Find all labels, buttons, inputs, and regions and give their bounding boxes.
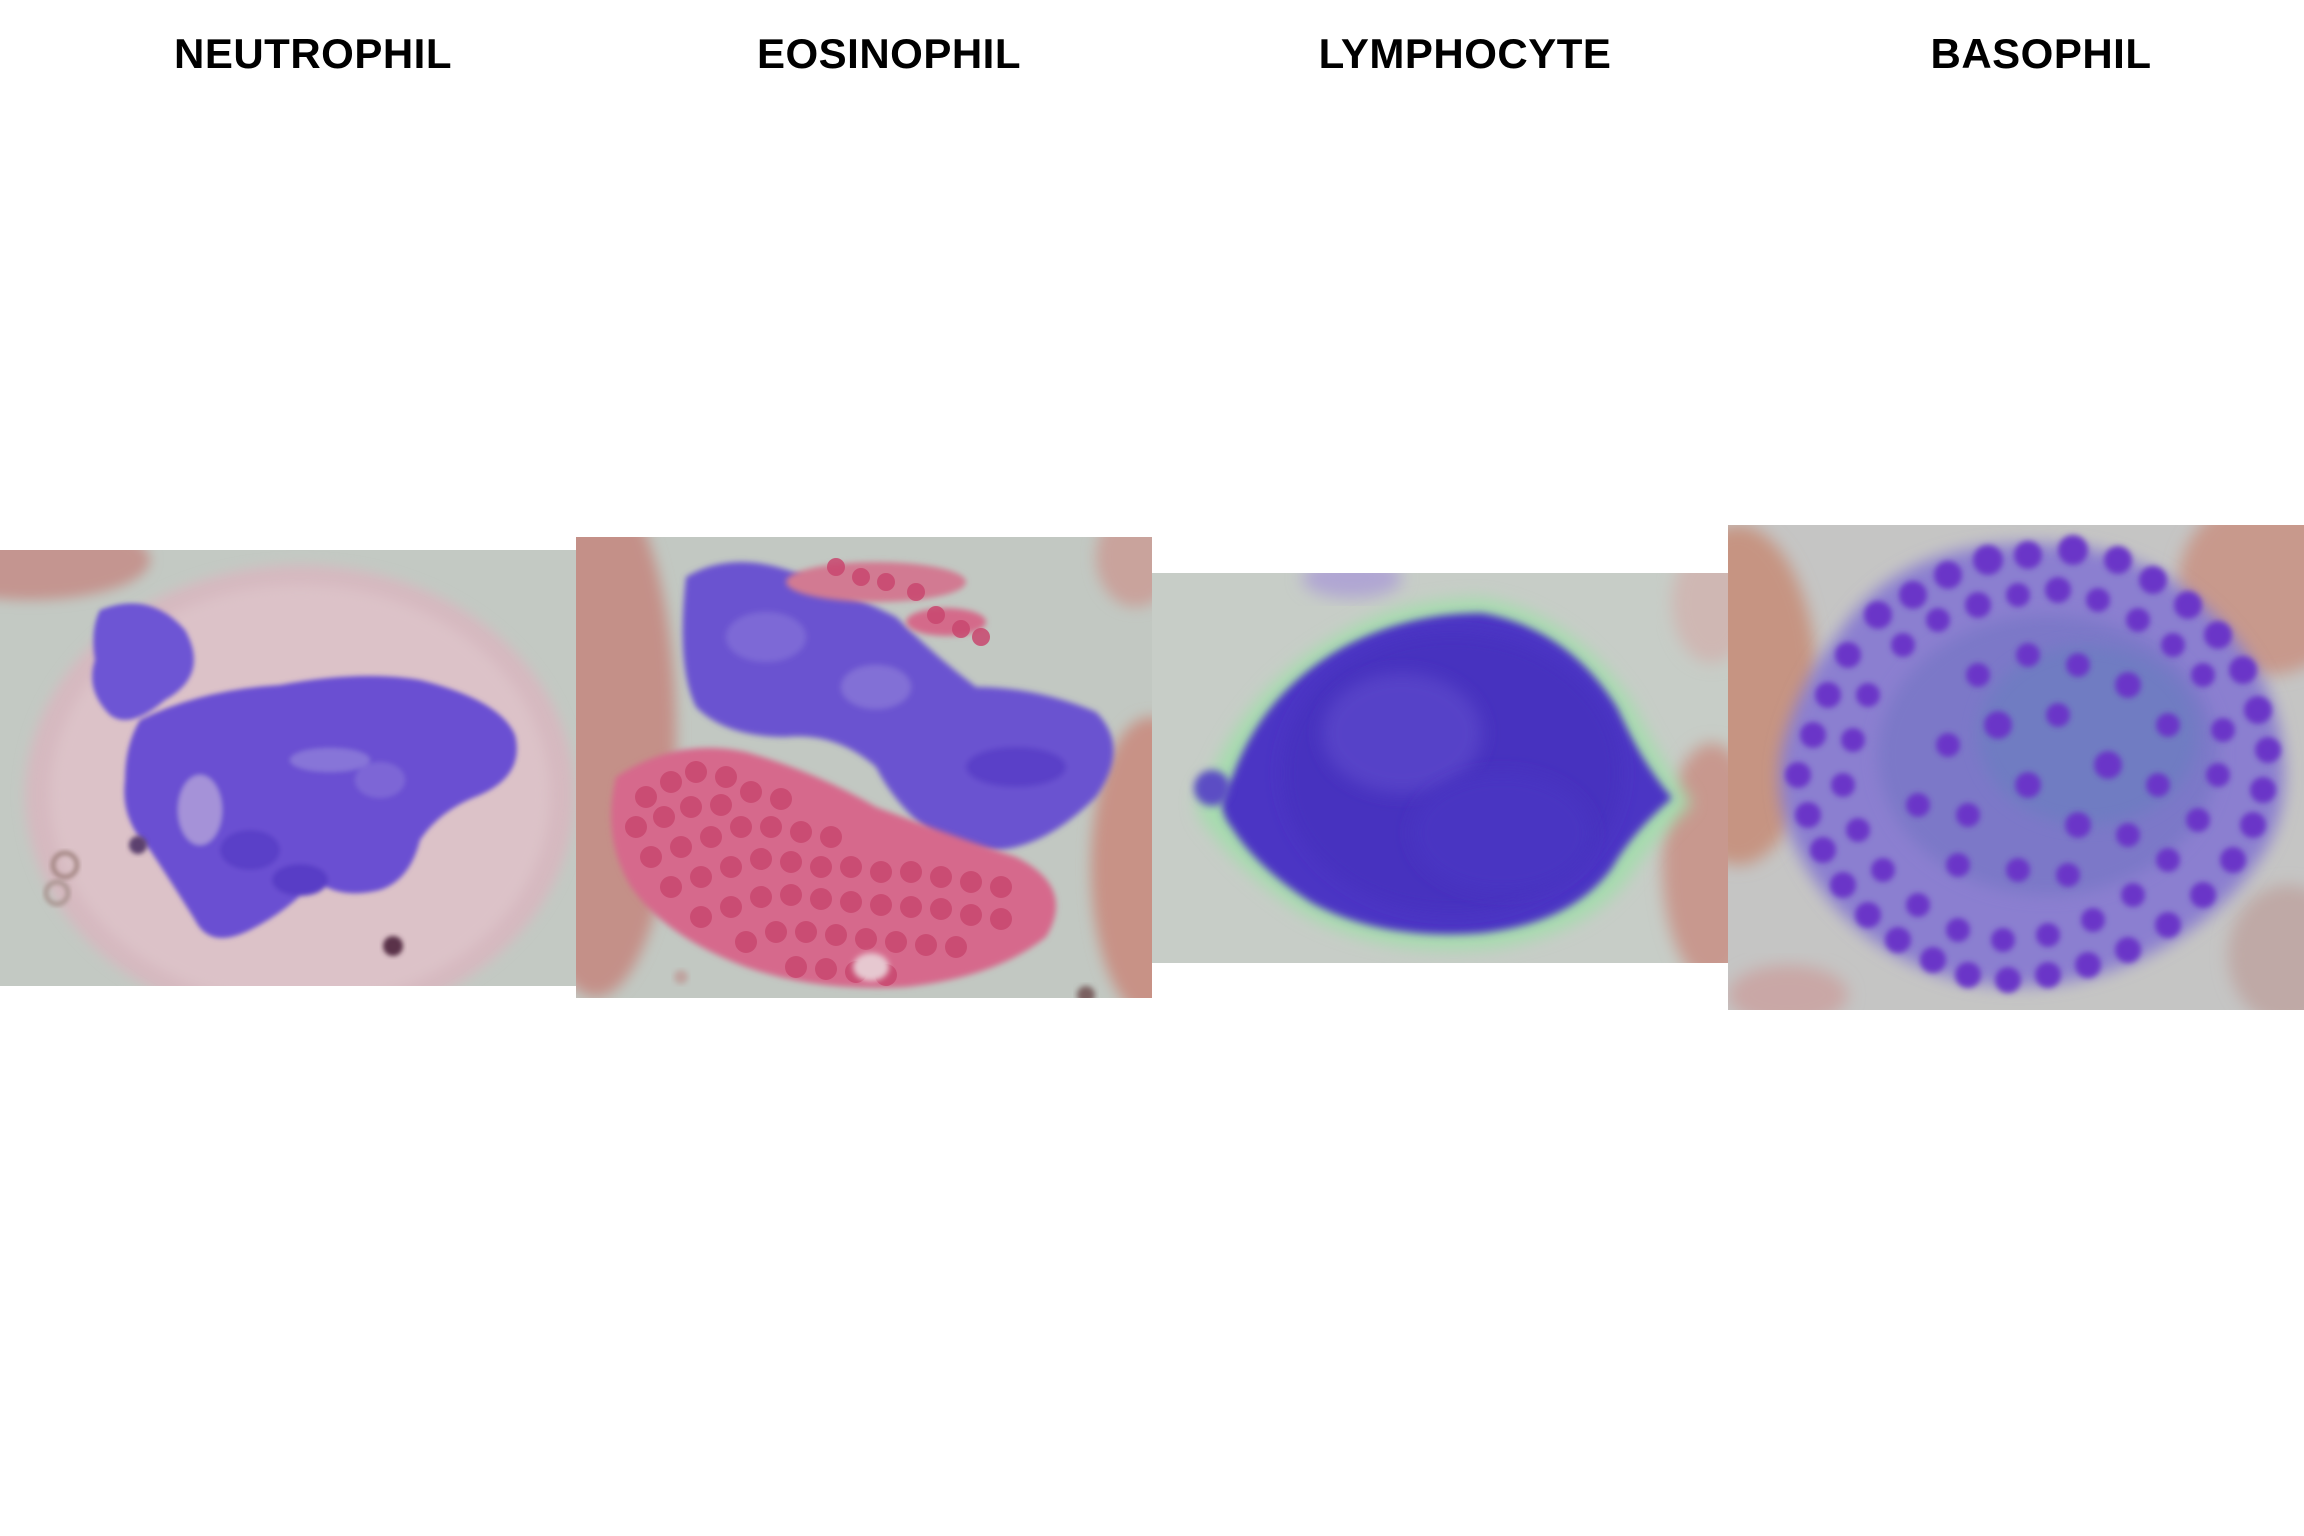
- neutrophil-micrograph: [0, 550, 576, 986]
- basophil-micrograph: [1728, 525, 2304, 1010]
- label-eosinophil: EOSINOPHIL: [756, 30, 1022, 77]
- eosinophil-micrograph: [576, 537, 1152, 998]
- label-basophil: BASOPHIL: [1930, 30, 2152, 77]
- label-lymphocyte: LYMPHOCYTE: [1318, 30, 1612, 77]
- lymphocyte-micrograph: [1152, 573, 1728, 963]
- label-neutrophil: NEUTROPHIL: [174, 30, 452, 77]
